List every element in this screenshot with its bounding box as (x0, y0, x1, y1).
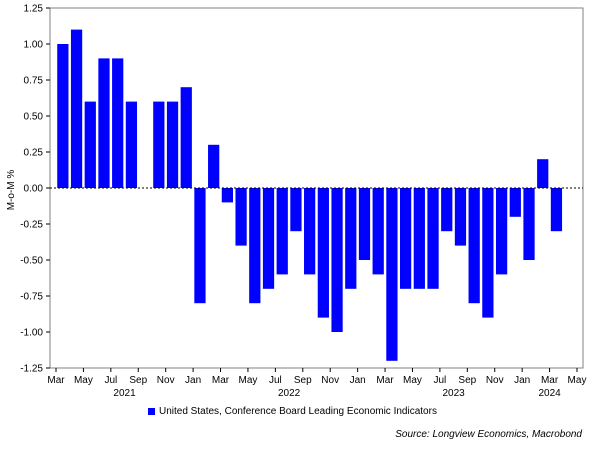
bar (194, 188, 206, 304)
bar-series (57, 29, 563, 361)
bar (537, 159, 549, 188)
y-tick-label: 0.75 (24, 76, 44, 87)
y-tick-label: -1.25 (20, 364, 43, 375)
bar (125, 101, 138, 188)
bar (304, 188, 316, 275)
x-year-label: 2023 (442, 388, 465, 399)
bar (495, 188, 508, 275)
x-tick-label: May (74, 375, 93, 386)
x-tick-label: Jul (104, 375, 117, 386)
x-tick-label: May (403, 375, 422, 386)
x-tick-label: Jan (350, 375, 366, 386)
bar (166, 101, 179, 188)
y-tick-label: 1.00 (24, 40, 44, 51)
x-tick-label: Jan (185, 375, 201, 386)
x-tick-label: Nov (486, 375, 504, 386)
y-tick-label: 0.50 (24, 112, 44, 123)
bar (235, 188, 247, 246)
bar (221, 188, 234, 203)
bar (427, 188, 439, 289)
x-tick-label: Sep (294, 375, 312, 386)
bar (441, 188, 453, 232)
bar (112, 58, 124, 189)
bar (262, 188, 275, 289)
x-tick-label: Sep (129, 375, 147, 386)
bar (345, 188, 357, 289)
x-tick-label: Nov (321, 375, 339, 386)
bar (290, 188, 302, 232)
bar (386, 188, 398, 361)
x-tick-label: Mar (541, 375, 559, 386)
x-tick-label: Jul (269, 375, 282, 386)
x-tick-label: Jul (433, 375, 446, 386)
x-tick-label: Mar (212, 375, 230, 386)
legend-swatch (148, 408, 155, 415)
legend-label: United States, Conference Board Leading … (159, 406, 437, 417)
bar (84, 101, 96, 188)
bar (413, 188, 425, 289)
bar (276, 188, 288, 275)
bar (98, 58, 110, 189)
x-tick-label: Mar (47, 375, 65, 386)
bar (468, 188, 480, 304)
bar (57, 44, 69, 188)
bar (153, 101, 165, 188)
y-tick-label: 0.25 (24, 148, 44, 159)
x-axis: Mar May Jul Sep Nov Jan Mar May Jul Sep Nov Jan Mar M… (47, 368, 586, 399)
x-year-label: 2024 (538, 388, 561, 399)
x-tick-label: Jan (514, 375, 530, 386)
x-year-label: 2021 (113, 388, 136, 399)
x-tick-label: Mar (376, 375, 394, 386)
bar (358, 188, 371, 260)
x-tick-label: May (238, 375, 257, 386)
legend: United States, Conference Board Leading … (148, 406, 437, 417)
bar (317, 188, 329, 318)
bar (482, 188, 494, 318)
y-axis-title: M-o-M % (6, 170, 17, 211)
bar (331, 188, 343, 332)
bar (180, 87, 192, 188)
bar (249, 188, 261, 304)
y-tick-label: -0.50 (20, 256, 43, 267)
bar (399, 188, 412, 289)
x-tick-label: Sep (458, 375, 476, 386)
bar (550, 188, 563, 232)
bar (509, 188, 521, 217)
y-tick-label: 0.00 (24, 184, 44, 195)
y-tick-label: -1.00 (20, 328, 43, 339)
bar (70, 29, 83, 188)
bar (523, 188, 535, 260)
source-note: Source: Longview Economics, Macrobond (395, 429, 582, 440)
x-tick-label: May (568, 375, 587, 386)
bar (454, 188, 467, 246)
y-tick-label: -0.75 (20, 292, 43, 303)
x-tick-label: Nov (157, 375, 175, 386)
y-tick-label: 1.25 (24, 4, 44, 15)
x-year-label: 2022 (278, 388, 301, 399)
y-axis: 1.25 1.00 0.75 0.50 0.25 0.00 -0.25 -0.50 -0.75 -… (20, 4, 50, 375)
bar (372, 188, 384, 275)
y-tick-label: -0.25 (20, 220, 43, 231)
bar (208, 144, 220, 188)
